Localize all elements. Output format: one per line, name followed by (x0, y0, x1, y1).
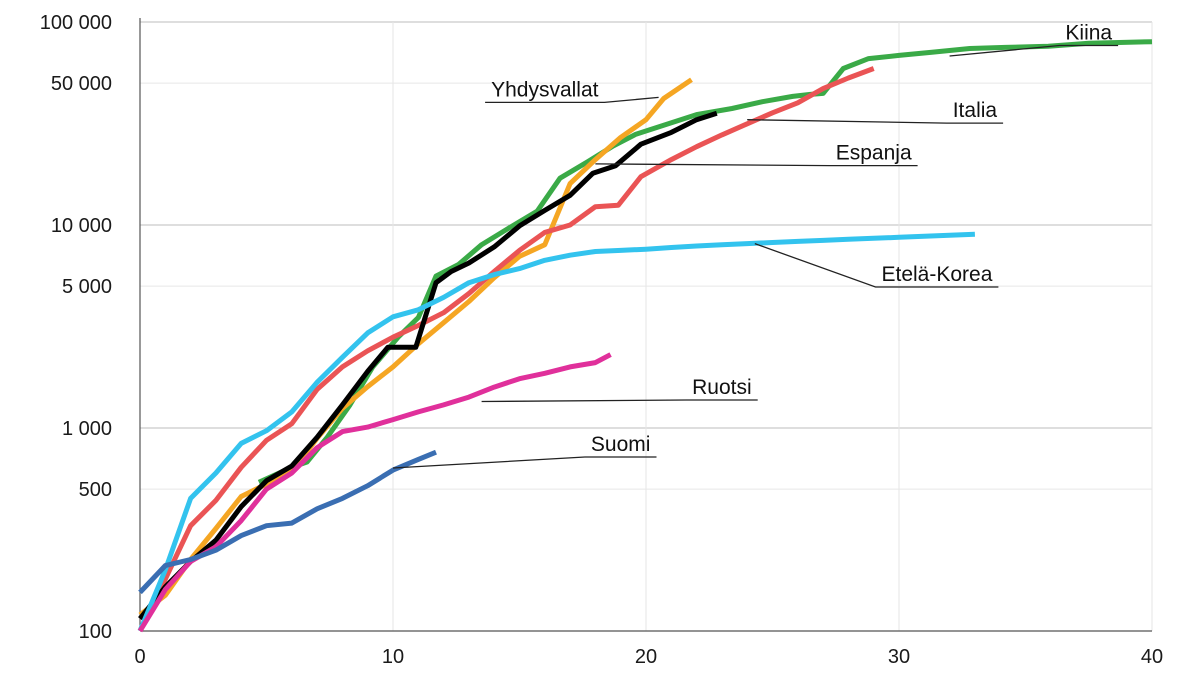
axes: 100 500 1 000 5 000 10 000 50 000 100 000 0 10 20… (40, 12, 1163, 668)
y-tick-label: 500 (79, 479, 112, 501)
series-label-yhdysvallat: Yhdysvallat (485, 78, 659, 104)
series-label-leader (747, 119, 1004, 124)
series-label-text: Etelä-Korea (881, 263, 992, 286)
series-label-leader (485, 96, 659, 104)
x-tick-label: 0 (134, 646, 145, 668)
series-line-espanja (138, 110, 718, 621)
x-tick-label: 30 (888, 646, 910, 668)
series-label-suomi: Suomi (392, 433, 657, 469)
series-label-text: Italia (953, 99, 998, 122)
series-lines (137, 39, 1153, 633)
series-label-italia: Italia (747, 99, 1004, 124)
series-label-text: Suomi (591, 433, 651, 456)
y-tick-label: 1 000 (62, 418, 112, 440)
series-labels: Kiina Yhdysvallat Italia Espanja Etelä-Korea… (392, 21, 1119, 469)
series-label-espanja: Espanja (595, 142, 918, 167)
series-label-text: Espanja (836, 142, 912, 165)
series-label-etela-korea: Etelä-Korea (754, 242, 999, 288)
gridlines (140, 21, 1153, 631)
series-label-leader (595, 163, 918, 167)
y-tick-label: 50 000 (51, 73, 112, 95)
series-label-text: Kiina (1065, 21, 1112, 44)
series-label-leader (754, 242, 999, 288)
x-tick-label: 10 (382, 646, 404, 668)
y-tick-label: 100 (79, 621, 112, 643)
series-line-suomi (138, 449, 437, 595)
series-label-leader (949, 44, 1119, 57)
y-tick-label: 5 000 (62, 276, 112, 298)
series-label-kiina: Kiina (949, 21, 1119, 57)
series-line-italia (137, 66, 875, 633)
series-label-text: Ruotsi (692, 376, 752, 399)
x-tick-label: 20 (635, 646, 657, 668)
series-label-ruotsi: Ruotsi (481, 376, 758, 403)
y-tick-label: 10 000 (51, 215, 112, 237)
series-label-text: Yhdysvallat (491, 78, 599, 101)
series-line-etela-korea (137, 231, 975, 632)
y-tick-label: 100 000 (40, 12, 112, 34)
series-label-leader (481, 399, 758, 403)
x-tick-label: 40 (1141, 646, 1163, 668)
series-line-ruotsi (137, 352, 612, 633)
series-label-leader (392, 456, 657, 469)
